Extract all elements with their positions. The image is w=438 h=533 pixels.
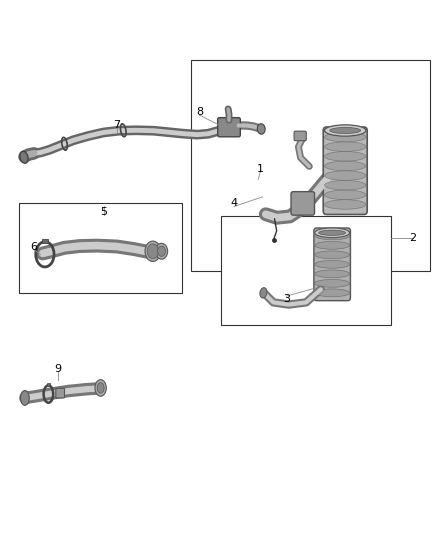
Text: 2: 2 <box>409 233 416 243</box>
Text: 7: 7 <box>113 120 120 130</box>
Ellipse shape <box>315 261 350 268</box>
Ellipse shape <box>330 127 360 134</box>
Ellipse shape <box>158 246 166 256</box>
FancyBboxPatch shape <box>291 192 314 215</box>
Bar <box>191 60 430 271</box>
Ellipse shape <box>325 161 366 171</box>
Text: 4: 4 <box>231 198 238 208</box>
Ellipse shape <box>20 151 28 163</box>
Bar <box>221 216 391 325</box>
Ellipse shape <box>260 288 267 298</box>
Ellipse shape <box>315 241 350 249</box>
Text: 3: 3 <box>283 294 290 304</box>
Ellipse shape <box>325 132 366 142</box>
Bar <box>42 239 47 243</box>
Text: 8: 8 <box>196 107 203 117</box>
Ellipse shape <box>315 232 350 240</box>
Ellipse shape <box>325 171 366 180</box>
Text: 5: 5 <box>100 207 107 217</box>
Ellipse shape <box>325 190 366 200</box>
FancyBboxPatch shape <box>314 228 350 301</box>
Bar <box>19 204 182 293</box>
Ellipse shape <box>257 124 265 134</box>
Ellipse shape <box>325 125 366 136</box>
Ellipse shape <box>97 383 104 393</box>
Ellipse shape <box>155 244 168 259</box>
FancyBboxPatch shape <box>56 389 64 398</box>
Text: 6: 6 <box>31 242 38 252</box>
Ellipse shape <box>325 142 366 151</box>
Ellipse shape <box>147 244 159 259</box>
Ellipse shape <box>325 151 366 161</box>
FancyBboxPatch shape <box>294 131 306 141</box>
Ellipse shape <box>325 180 366 190</box>
Ellipse shape <box>315 270 350 278</box>
Text: 9: 9 <box>54 364 61 374</box>
Bar <box>47 383 50 386</box>
Ellipse shape <box>315 251 350 259</box>
Ellipse shape <box>315 228 350 238</box>
Ellipse shape <box>21 391 29 405</box>
Ellipse shape <box>315 279 350 287</box>
Text: 1: 1 <box>257 164 264 174</box>
FancyBboxPatch shape <box>323 127 367 214</box>
FancyBboxPatch shape <box>218 118 240 137</box>
Ellipse shape <box>315 289 350 297</box>
Ellipse shape <box>325 200 366 209</box>
Ellipse shape <box>145 241 161 262</box>
Ellipse shape <box>95 379 106 396</box>
Ellipse shape <box>319 230 346 236</box>
